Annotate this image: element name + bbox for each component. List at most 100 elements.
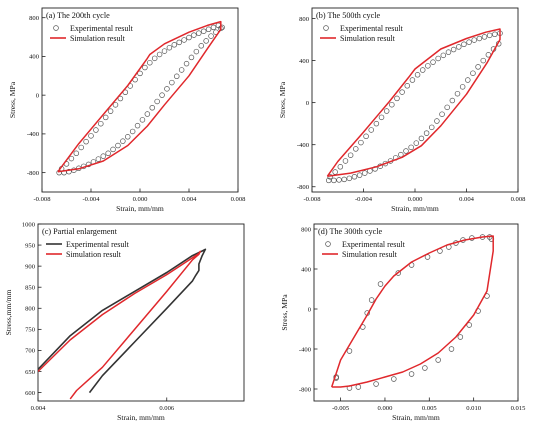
plot-frame xyxy=(37,223,245,402)
x-tick-label: 0.004 xyxy=(182,196,198,203)
data-point xyxy=(480,57,486,64)
data-point xyxy=(440,52,447,59)
data-point xyxy=(368,297,375,303)
legend-label: Simulation result xyxy=(70,34,126,43)
data-point xyxy=(325,177,332,184)
data-point xyxy=(210,24,217,31)
legend-label: Simulation result xyxy=(340,34,396,43)
data-point xyxy=(107,108,114,114)
data-point xyxy=(465,77,471,83)
y-tick-label: 600 xyxy=(25,390,36,397)
data-point xyxy=(492,31,498,38)
data-point xyxy=(449,97,456,104)
data-point xyxy=(444,104,450,111)
data-point xyxy=(409,77,416,83)
series-experimental-line xyxy=(38,248,207,394)
x-tick-label: -0.004 xyxy=(355,196,373,203)
legend-label: Experimental result xyxy=(340,24,404,33)
data-point xyxy=(142,64,148,71)
data-point xyxy=(336,177,342,183)
panel-title: (c) Partial enlargement xyxy=(42,227,118,236)
x-tick-label: 0.000 xyxy=(133,196,149,203)
data-point xyxy=(73,150,80,157)
data-point xyxy=(93,127,99,133)
data-point xyxy=(112,102,119,108)
data-point xyxy=(373,120,380,127)
data-point xyxy=(159,92,165,98)
data-point xyxy=(476,35,483,42)
data-point xyxy=(205,26,212,33)
panel-1: -0.008 -0.004 0.000 0.004 0.008 -800 -400 0 400 8… xyxy=(8,7,246,213)
y-tick-label: 400 xyxy=(299,58,310,65)
data-point xyxy=(166,44,173,51)
legend-marker xyxy=(323,25,329,31)
data-point xyxy=(110,146,116,153)
series-simulation-line xyxy=(38,250,201,400)
data-point xyxy=(164,86,170,92)
legend-label: Simulation result xyxy=(66,250,122,259)
y-tick-label: 400 xyxy=(29,54,40,61)
data-point xyxy=(196,30,202,36)
panel-3: 0.004 0.006 600 650 700 750 800 850 900 950 1000 St… xyxy=(4,221,245,422)
data-point xyxy=(475,64,481,70)
data-point xyxy=(430,59,436,65)
data-point xyxy=(68,155,75,162)
data-point xyxy=(149,104,156,111)
data-point xyxy=(466,322,472,328)
data-point xyxy=(176,39,182,46)
data-point xyxy=(399,89,405,95)
data-point xyxy=(188,54,195,61)
panel-2: -0.008 -0.004 0.000 0.004 0.008 -800 -400 0 400 8… xyxy=(278,7,526,213)
y-axis-label: Stress, MPa xyxy=(8,81,17,118)
data-point xyxy=(419,67,426,73)
data-point xyxy=(377,281,384,287)
data-point xyxy=(208,33,214,39)
data-point xyxy=(466,39,472,45)
legend-label: Experimental result xyxy=(342,240,406,249)
x-tick-label: -0.008 xyxy=(33,196,51,203)
data-point xyxy=(117,95,124,102)
data-point xyxy=(83,138,89,145)
data-point xyxy=(66,168,72,175)
legend-label: Simulation result xyxy=(342,250,398,259)
x-axis-label: Strain, mm/mm xyxy=(391,204,439,213)
panel-4: -0.005 0.000 0.005 0.010 0.015 -800 -400 0 400 80… xyxy=(280,223,526,422)
series-simulation-line xyxy=(57,20,222,173)
x-tick-label: 0.010 xyxy=(466,405,482,412)
data-point xyxy=(337,164,344,170)
data-point xyxy=(198,43,205,49)
data-point xyxy=(129,128,136,135)
plot-frame xyxy=(313,223,519,402)
data-point xyxy=(471,37,477,43)
data-point xyxy=(450,46,457,53)
x-axis-label: Strain, mm/mm xyxy=(392,413,440,422)
x-tick-label: -0.008 xyxy=(303,196,321,203)
y-tick-label: 750 xyxy=(25,327,36,334)
y-tick-label: 1000 xyxy=(22,221,36,228)
y-tick-label: 900 xyxy=(25,263,36,270)
data-point xyxy=(486,32,493,39)
data-point xyxy=(341,176,347,183)
data-point xyxy=(358,139,364,146)
x-axis-label: Strain, mm/mm xyxy=(116,204,164,213)
y-tick-label: 800 xyxy=(299,16,310,23)
data-point xyxy=(413,140,420,146)
data-point xyxy=(456,44,462,50)
data-point xyxy=(425,63,431,69)
series-simulation-line xyxy=(330,235,494,388)
data-point xyxy=(137,70,143,77)
data-point xyxy=(181,37,187,43)
data-point xyxy=(332,169,338,175)
data-point xyxy=(404,83,411,89)
data-point xyxy=(457,334,464,340)
data-point xyxy=(389,101,395,108)
y-tick-label: 800 xyxy=(301,226,312,233)
data-point xyxy=(408,371,415,377)
data-point xyxy=(373,381,379,387)
data-point xyxy=(88,133,94,139)
data-point xyxy=(124,134,131,140)
data-point xyxy=(435,357,441,363)
